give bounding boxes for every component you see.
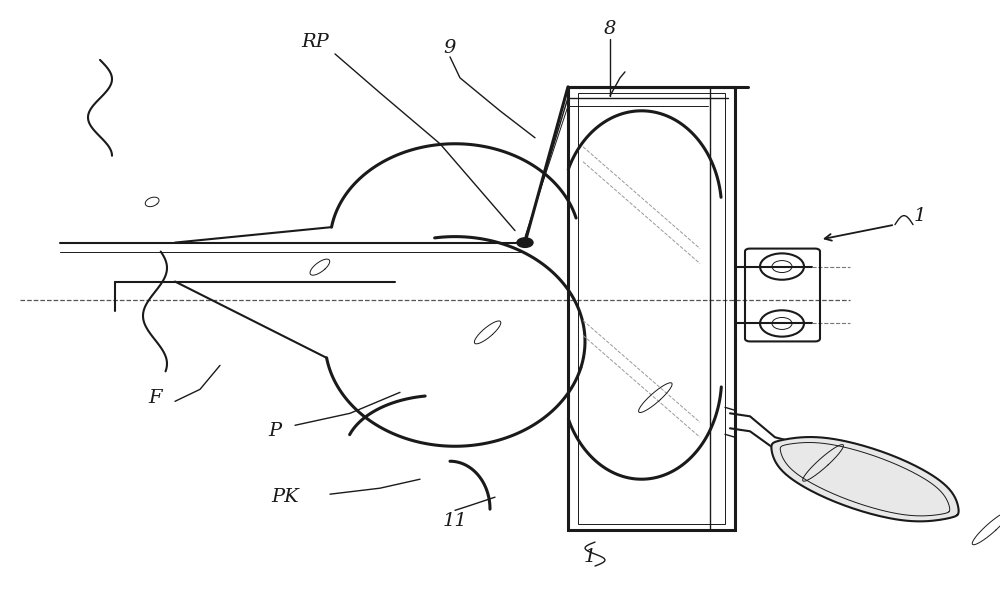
Text: F: F (148, 389, 162, 407)
Text: 9: 9 (444, 39, 456, 57)
Text: PK: PK (271, 488, 299, 506)
Text: RP: RP (301, 33, 329, 51)
Text: P: P (268, 422, 282, 440)
Text: 8: 8 (604, 20, 616, 38)
Text: 1: 1 (584, 548, 596, 566)
Polygon shape (771, 437, 959, 521)
Bar (568, 87, 735, 530)
Text: 1: 1 (914, 207, 926, 225)
Bar (578, 93, 725, 524)
Circle shape (517, 238, 533, 247)
Text: 11: 11 (443, 512, 467, 530)
